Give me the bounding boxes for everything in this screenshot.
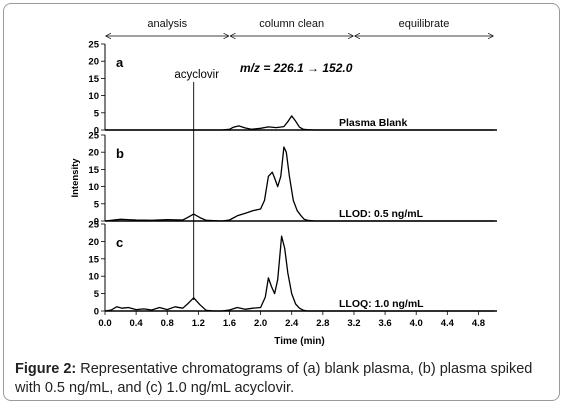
y-tick-label-b-4: 20 xyxy=(88,148,99,159)
figure-frame xyxy=(3,3,560,401)
y-tick-label-b-5: 25 xyxy=(88,131,99,142)
y-tick-label-c-5: 25 xyxy=(88,220,99,231)
trace-c xyxy=(104,235,494,312)
x-tick-label-1: 0.4 xyxy=(130,318,144,329)
x-tick-label-3: 1.2 xyxy=(192,318,205,329)
caption-label: Figure 2: xyxy=(15,361,77,377)
x-tick-label-5: 2.0 xyxy=(254,318,267,329)
x-tick-label-6: 2.4 xyxy=(285,318,299,329)
y-axis-label: Intensity xyxy=(70,158,81,198)
x-tick-label-10: 4.0 xyxy=(410,318,423,329)
y-tick-label-c-4: 20 xyxy=(88,237,99,248)
x-axis-label: Time (min) xyxy=(274,336,324,347)
trace-label-a: Plasma Blank xyxy=(339,117,407,129)
x-tick-label-9: 3.6 xyxy=(378,318,391,329)
panel-letter-c: c xyxy=(116,235,123,250)
y-tick-label-c-1: 5 xyxy=(94,289,100,300)
y-tick-label-a-4: 20 xyxy=(88,57,99,68)
panel-letter-b: b xyxy=(116,146,124,161)
y-tick-label-a-1: 5 xyxy=(94,108,100,119)
phase-label-0: analysis xyxy=(147,18,187,30)
y-tick-label-a-2: 10 xyxy=(88,91,99,102)
phase-label-1: column clean xyxy=(259,18,324,30)
trace-label-b: LLOD: 0.5 ng/mL xyxy=(339,208,424,220)
x-tick-label-4: 1.6 xyxy=(223,318,236,329)
y-tick-label-c-3: 15 xyxy=(88,254,99,265)
y-tick-label-b-0: 0 xyxy=(94,217,99,228)
x-tick-label-12: 4.8 xyxy=(472,318,485,329)
transition-label: m/z = 226.1 → 152.0 xyxy=(240,61,353,75)
y-tick-label-c-2: 10 xyxy=(88,272,99,283)
y-tick-label-a-5: 25 xyxy=(88,40,99,51)
x-tick-label-2: 0.8 xyxy=(161,318,174,329)
y-tick-label-b-1: 5 xyxy=(94,199,100,210)
figure-caption: Figure 2: Representative chromatograms o… xyxy=(15,360,545,398)
trace-b xyxy=(104,146,494,222)
acyclovir-label: acyclovir xyxy=(174,69,219,81)
x-tick-label-11: 4.4 xyxy=(441,318,455,329)
y-tick-label-c-0: 0 xyxy=(94,307,99,318)
y-tick-label-b-2: 10 xyxy=(88,182,99,193)
caption-text: Representative chromatograms of (a) blan… xyxy=(15,361,533,396)
phase-label-2: equilibrate xyxy=(399,18,450,30)
y-tick-label-b-3: 15 xyxy=(88,165,99,176)
x-tick-label-8: 3.2 xyxy=(347,318,360,329)
trace-a xyxy=(105,115,494,131)
trace-label-c: LLOQ: 1.0 ng/mL xyxy=(339,298,424,310)
panel-letter-a: a xyxy=(116,55,124,70)
y-tick-label-a-3: 15 xyxy=(88,74,99,85)
x-tick-label-0: 0.0 xyxy=(98,318,111,329)
y-tick-label-a-0: 0 xyxy=(94,126,99,137)
x-tick-label-7: 2.8 xyxy=(316,318,329,329)
